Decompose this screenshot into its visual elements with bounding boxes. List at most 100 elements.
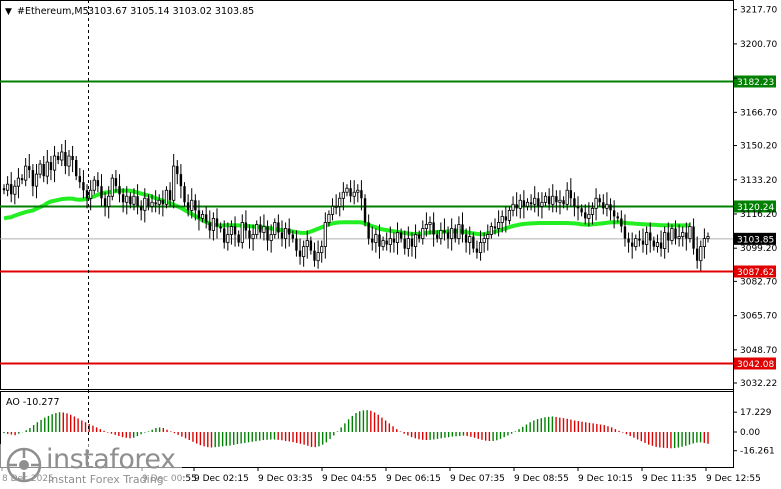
time-tick-label: 9 Dec 07:35 (450, 474, 505, 484)
candle (269, 224, 273, 253)
candle (551, 184, 555, 213)
candle (388, 226, 392, 253)
candle (706, 232, 710, 243)
candle (371, 226, 374, 251)
price-tick-label: 3200.70 (740, 40, 777, 50)
time-tick-label: 9 Dec 06:15 (386, 474, 441, 484)
candle (251, 224, 255, 251)
ao-tick-label: 0.00 (740, 428, 760, 438)
candle (507, 206, 512, 225)
watermark: instaforex Instant Forex Trading (0, 444, 182, 489)
candle (475, 240, 479, 259)
candle (569, 178, 573, 207)
candle (667, 222, 670, 253)
candle (60, 143, 64, 167)
candle (450, 218, 454, 251)
candle (295, 230, 298, 257)
candle (649, 222, 652, 253)
candle (298, 238, 302, 265)
candle (515, 192, 518, 217)
candle (49, 156, 53, 181)
candle (327, 210, 331, 227)
candle (410, 232, 414, 257)
candle (291, 230, 295, 243)
candle (305, 230, 309, 259)
level-tag (734, 357, 776, 370)
candle (16, 168, 21, 199)
candle (584, 204, 587, 225)
candle (424, 212, 429, 237)
candle (482, 232, 486, 253)
candle (497, 210, 501, 237)
candle (96, 172, 100, 193)
candle (121, 188, 125, 213)
candle (125, 186, 129, 215)
candle (143, 188, 147, 223)
candle (681, 226, 685, 247)
header-triangle-icon[interactable]: ▼ (5, 7, 12, 17)
candle (52, 145, 57, 183)
moving-average-line (3, 188, 690, 237)
candle (56, 151, 60, 165)
candle (374, 228, 378, 253)
candle (2, 184, 6, 195)
candle (436, 230, 439, 243)
candle (547, 188, 551, 211)
ao-histogram-layer (3, 410, 709, 449)
candle (223, 220, 226, 249)
candle (363, 194, 367, 227)
symbol-label: #Ethereum,M5 (17, 6, 89, 17)
candle (150, 194, 154, 213)
candle (313, 242, 316, 267)
current-price-tag (734, 232, 776, 245)
candle (587, 202, 591, 227)
candle (316, 240, 320, 269)
time-tick-label: 9 Dec 03:35 (258, 474, 313, 484)
candle (493, 218, 497, 235)
candle (233, 216, 237, 247)
ao-label: AO -10.277 (6, 397, 60, 408)
level-tag (734, 265, 776, 278)
candle (288, 218, 291, 247)
candle (309, 236, 313, 255)
candle (64, 139, 67, 175)
candle (478, 230, 483, 261)
candle (565, 182, 569, 211)
candle (255, 220, 259, 239)
time-tick-label: 9 Dec 08:55 (514, 474, 569, 484)
candle (154, 190, 157, 213)
candle (226, 222, 230, 251)
candle (580, 204, 583, 217)
price-tick-label: 3082.70 (740, 277, 777, 287)
candle (118, 174, 121, 203)
candle (320, 240, 324, 263)
candle (67, 149, 71, 177)
candle (75, 156, 78, 181)
candle (555, 190, 558, 213)
time-tick-label: 9 Dec 10:15 (578, 474, 633, 484)
candle (655, 234, 660, 253)
price-tick-label: 3099.20 (740, 244, 777, 254)
candle (627, 232, 630, 253)
candle (28, 153, 31, 179)
candle (172, 153, 176, 209)
candle (576, 196, 580, 221)
candle (244, 210, 248, 239)
candle (132, 188, 136, 211)
candle (168, 182, 172, 207)
price-tick-label: 3048.70 (740, 346, 777, 356)
candle (161, 190, 165, 217)
candle (623, 214, 627, 247)
candle (558, 190, 562, 215)
time-tick-label: 9 Dec 11:35 (642, 474, 697, 484)
candle (82, 170, 85, 199)
candle (20, 174, 24, 185)
level-tag-label: 3042.08 (737, 360, 774, 370)
candle (522, 190, 526, 219)
candle (103, 192, 107, 217)
candle (204, 206, 208, 229)
candles-layer (2, 139, 710, 271)
candle (562, 196, 565, 209)
candle (685, 222, 688, 251)
